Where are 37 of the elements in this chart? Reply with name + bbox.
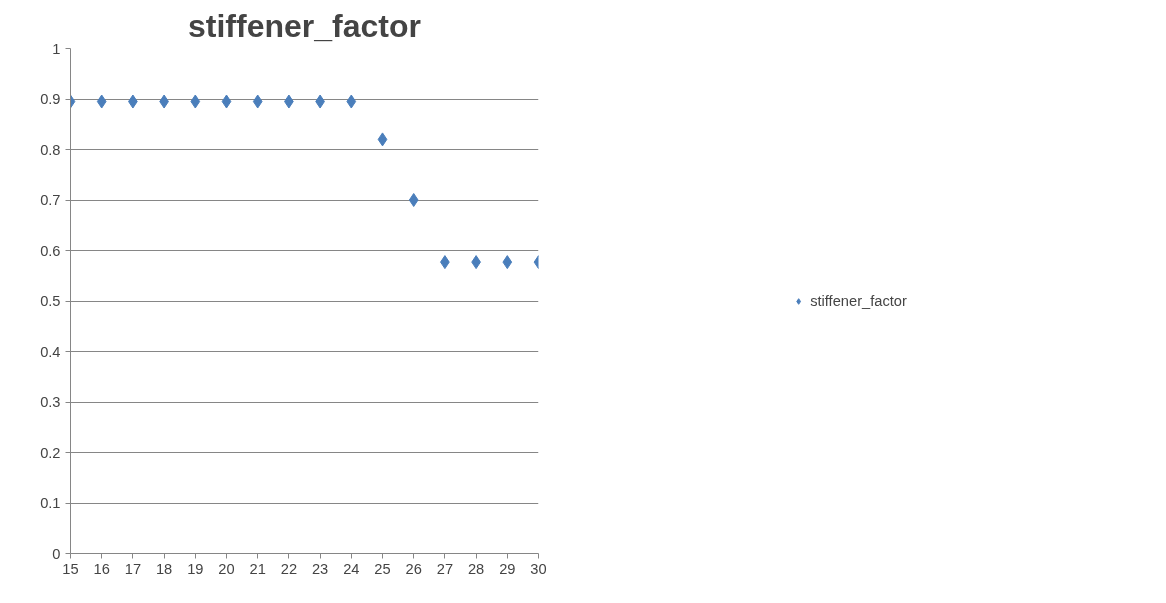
point <box>96 94 107 109</box>
x-tick-label: 17 <box>124 560 142 577</box>
point <box>252 94 263 109</box>
point <box>346 94 357 109</box>
y-tick-label: 1 <box>52 40 61 57</box>
y-tick-label: 0.5 <box>40 293 61 309</box>
x-tick-label: 20 <box>218 560 235 577</box>
point <box>190 94 201 109</box>
point <box>221 94 232 109</box>
x-tick-label: 22 <box>280 560 298 577</box>
x-tick-label: 26 <box>405 560 422 577</box>
y-tick-label: 0.9 <box>40 91 61 107</box>
x-tick-label: 30 <box>530 560 547 577</box>
point <box>377 132 388 147</box>
point <box>408 193 419 207</box>
x-tick-label: 27 <box>436 560 454 577</box>
y-tick-label: 0.1 <box>40 495 61 511</box>
y-tick-label: 0 <box>52 545 61 562</box>
y-tick-label: 0.4 <box>40 343 61 360</box>
x-tick-label: 29 <box>499 560 516 577</box>
chart-title: stiffener_factor <box>188 7 421 44</box>
x-tick-label: 15 <box>62 560 79 577</box>
x-tick-label: 19 <box>187 560 204 577</box>
x-tick-label: 28 <box>467 560 485 577</box>
x-tick-label: 23 <box>311 560 329 577</box>
y-tick-label: 0.2 <box>40 444 61 461</box>
x-tick-label: 24 <box>343 560 360 577</box>
y-tick-label: 0.3 <box>40 394 61 410</box>
x-tick-label: 18 <box>155 560 173 577</box>
y-tick-label: 0.8 <box>40 141 61 158</box>
x-tick-label: 21 <box>249 560 266 577</box>
x-tick-label: 16 <box>93 560 110 577</box>
y-tick-label: 0.6 <box>40 242 61 259</box>
point <box>502 255 513 270</box>
legend-label: stiffener_factor <box>810 292 907 309</box>
y-tick-label: 0.7 <box>40 192 61 208</box>
x-tick-label: 25 <box>374 560 391 577</box>
